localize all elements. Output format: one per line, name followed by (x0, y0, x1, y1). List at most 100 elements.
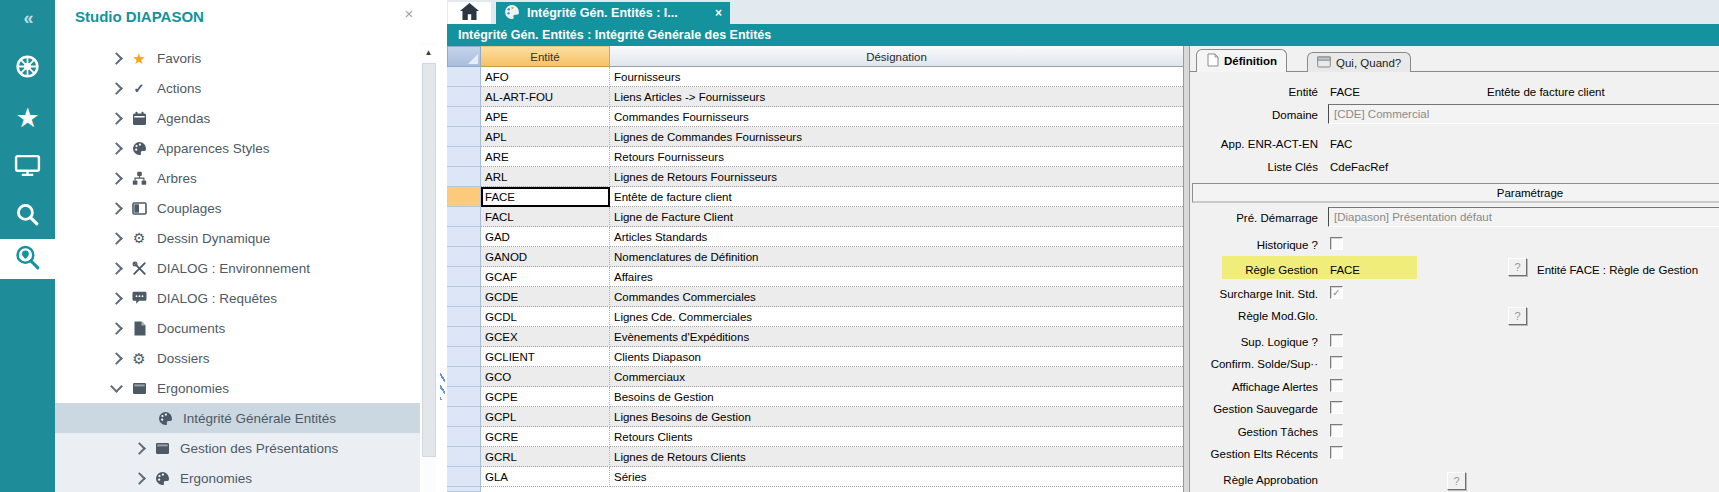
chevron-right-icon[interactable] (110, 112, 123, 125)
rail-item-search-location[interactable] (0, 239, 55, 279)
sidebar-close-icon[interactable]: × (401, 5, 417, 22)
cell-entite[interactable]: GCLIENT (481, 347, 610, 367)
cell-entite[interactable]: GCAF (481, 267, 610, 287)
table-row-GANOD[interactable]: GANODNomenclatures de Définition (447, 247, 1183, 267)
row-handle[interactable] (447, 187, 481, 207)
row-handle[interactable] (447, 307, 481, 327)
table-row-GCAF[interactable]: GCAFAffaires (447, 267, 1183, 287)
sidebar-item-couplages[interactable]: Couplages (55, 193, 420, 223)
cell-designation[interactable]: Lignes de Retours Clients (610, 447, 1183, 467)
table-row-AFO[interactable]: AFOFournisseurs (447, 67, 1183, 87)
row-handle[interactable] (447, 387, 481, 407)
sidebar-item-documents[interactable]: Documents (55, 313, 420, 343)
collapse-sidebar-button[interactable]: « (0, 1, 55, 35)
cell-entite[interactable]: GCRL (481, 447, 610, 467)
row-handle[interactable] (447, 227, 481, 247)
chevron-right-icon[interactable] (110, 322, 123, 335)
table-row-GAD[interactable]: GADArticles Standards (447, 227, 1183, 247)
cell-entite[interactable]: ARL (481, 167, 610, 187)
cell-entite[interactable]: AFO (481, 67, 610, 87)
chevron-right-icon[interactable] (110, 202, 123, 215)
sidebar-scrollbar[interactable]: ▲ (421, 43, 436, 492)
field-value-app-enr-act-en[interactable]: FAC (1330, 137, 1352, 151)
sidebar-item-arbres[interactable]: Arbres (55, 163, 420, 193)
cell-designation[interactable]: Retours Fournisseurs (610, 147, 1183, 167)
sidebar-item-actions[interactable]: ✓Actions (55, 73, 420, 103)
cell-designation[interactable]: Retours Clients (610, 427, 1183, 447)
checkbox-gestion-sauvegarde[interactable] (1330, 401, 1343, 414)
table-row-GCO[interactable]: GCOCommerciaux (447, 367, 1183, 387)
cell-designation[interactable]: Lignes de Commandes Fournisseurs (610, 127, 1183, 147)
table-row-FACL[interactable]: FACLLigne de Facture Client (447, 207, 1183, 227)
row-handle[interactable] (447, 147, 481, 167)
cell-entite[interactable]: GCDE (481, 287, 610, 307)
field-value-r-gle-gestion[interactable]: FACE (1330, 263, 1360, 277)
table-row-AL-ART-FOU[interactable]: AL-ART-FOULiens Articles -> Fournisseurs (447, 87, 1183, 107)
row-handle[interactable] (447, 247, 481, 267)
field-value-liste-cl-s[interactable]: CdeFacRef (1330, 160, 1388, 174)
table-row-GCRE[interactable]: GCRERetours Clients (447, 427, 1183, 447)
table-row-GCRL[interactable]: GCRLLignes de Retours Clients (447, 447, 1183, 467)
rail-item-desktop[interactable] (0, 147, 55, 187)
table-row-GCDE[interactable]: GCDECommandes Commerciales (447, 287, 1183, 307)
row-handle[interactable] (447, 427, 481, 447)
sidebar-item-dialog-requ-tes[interactable]: DIALOG : Requêtes (55, 283, 420, 313)
checkbox-sup-logique-[interactable] (1330, 334, 1343, 347)
column-header-designation[interactable]: Désignation (610, 46, 1183, 67)
cell-entite[interactable]: GCO (481, 367, 610, 387)
cell-entite[interactable]: GCEX (481, 327, 610, 347)
panel-splitter[interactable] (1183, 46, 1190, 492)
checkbox-surcharge-init-std-[interactable]: ✓ (1330, 286, 1343, 299)
chevron-right-icon[interactable] (110, 232, 123, 245)
cell-designation[interactable]: Séries (610, 467, 1183, 487)
cell-designation[interactable]: Ligne de Facture Client (610, 207, 1183, 227)
cell-designation[interactable]: Entête de facture client (610, 187, 1183, 207)
field-value-entit-[interactable]: FACE (1330, 85, 1360, 99)
rail-item-favorites[interactable]: ★ (0, 98, 55, 138)
checkbox-gestion-elts-r-cents[interactable] (1330, 446, 1343, 459)
cell-entite[interactable]: FACL (481, 207, 610, 227)
cell-entite[interactable]: GCPE (481, 387, 610, 407)
cell-designation[interactable]: Lignes Cde. Commerciales (610, 307, 1183, 327)
sidebar-item-apparences-styles[interactable]: Apparences Styles (55, 133, 420, 163)
cell-designation[interactable]: Lignes de Retours Fournisseurs (610, 167, 1183, 187)
sidebar-item-favoris[interactable]: ★Favoris (55, 43, 420, 73)
cell-designation[interactable]: Affaires (610, 267, 1183, 287)
cell-entite[interactable]: AL-ART-FOU (481, 87, 610, 107)
tab-integrite-gen-entites[interactable]: Intégrité Gén. Entités : I... × (496, 2, 730, 24)
tab-close-icon[interactable]: × (715, 6, 722, 20)
cell-entite[interactable]: APE (481, 107, 610, 127)
sidebar-item-agendas[interactable]: Agendas (55, 103, 420, 133)
chevron-right-icon[interactable] (110, 142, 123, 155)
field-input-domaine[interactable]: [CDE] Commercial (1328, 104, 1719, 124)
cell-designation[interactable]: Commandes Commerciales (610, 287, 1183, 307)
cell-entite[interactable]: GCDL (481, 307, 610, 327)
cell-designation[interactable]: Evènements d'Expéditions (610, 327, 1183, 347)
row-handle[interactable] (447, 327, 481, 347)
row-handle[interactable] (447, 347, 481, 367)
cell-designation[interactable]: Besoins de Gestion (610, 387, 1183, 407)
table-row-GCDL[interactable]: GCDLLignes Cde. Commerciales (447, 307, 1183, 327)
help-button-r-gle-gestion[interactable]: ? (1508, 258, 1527, 276)
cell-designation[interactable]: Articles Standards (610, 227, 1183, 247)
chevron-right-icon[interactable] (110, 292, 123, 305)
chevron-right-icon[interactable] (110, 352, 123, 365)
sidebar-item-gestion-des-pr-sentations[interactable]: Gestion des Présentations (55, 433, 420, 463)
rail-item-search[interactable] (0, 196, 55, 236)
checkbox-confirm-solde-sup-[interactable] (1330, 356, 1343, 369)
cell-entite[interactable]: FACE (481, 187, 610, 207)
sidebar-item-dialog-environnement[interactable]: DIALOG : Environnement (55, 253, 420, 283)
cell-entite[interactable]: GAD (481, 227, 610, 247)
row-handle[interactable] (447, 367, 481, 387)
sidebar-item-ergonomies[interactable]: Ergonomies (55, 463, 420, 492)
row-handle[interactable] (447, 207, 481, 227)
cell-designation[interactable]: Commerciaux (610, 367, 1183, 387)
checkbox-historique-[interactable] (1330, 237, 1343, 250)
rail-item-modules[interactable] (0, 48, 55, 88)
cell-entite[interactable]: GCRE (481, 427, 610, 447)
sidebar-item-dessin-dynamique[interactable]: ⚙Dessin Dynamique (55, 223, 420, 253)
row-handle[interactable] (447, 287, 481, 307)
sidebar-item-int-grit-g-n-rale-entit-s[interactable]: Intégrité Générale Entités (55, 403, 420, 433)
chevron-right-icon[interactable] (133, 472, 146, 485)
chevron-right-icon[interactable] (110, 52, 123, 65)
